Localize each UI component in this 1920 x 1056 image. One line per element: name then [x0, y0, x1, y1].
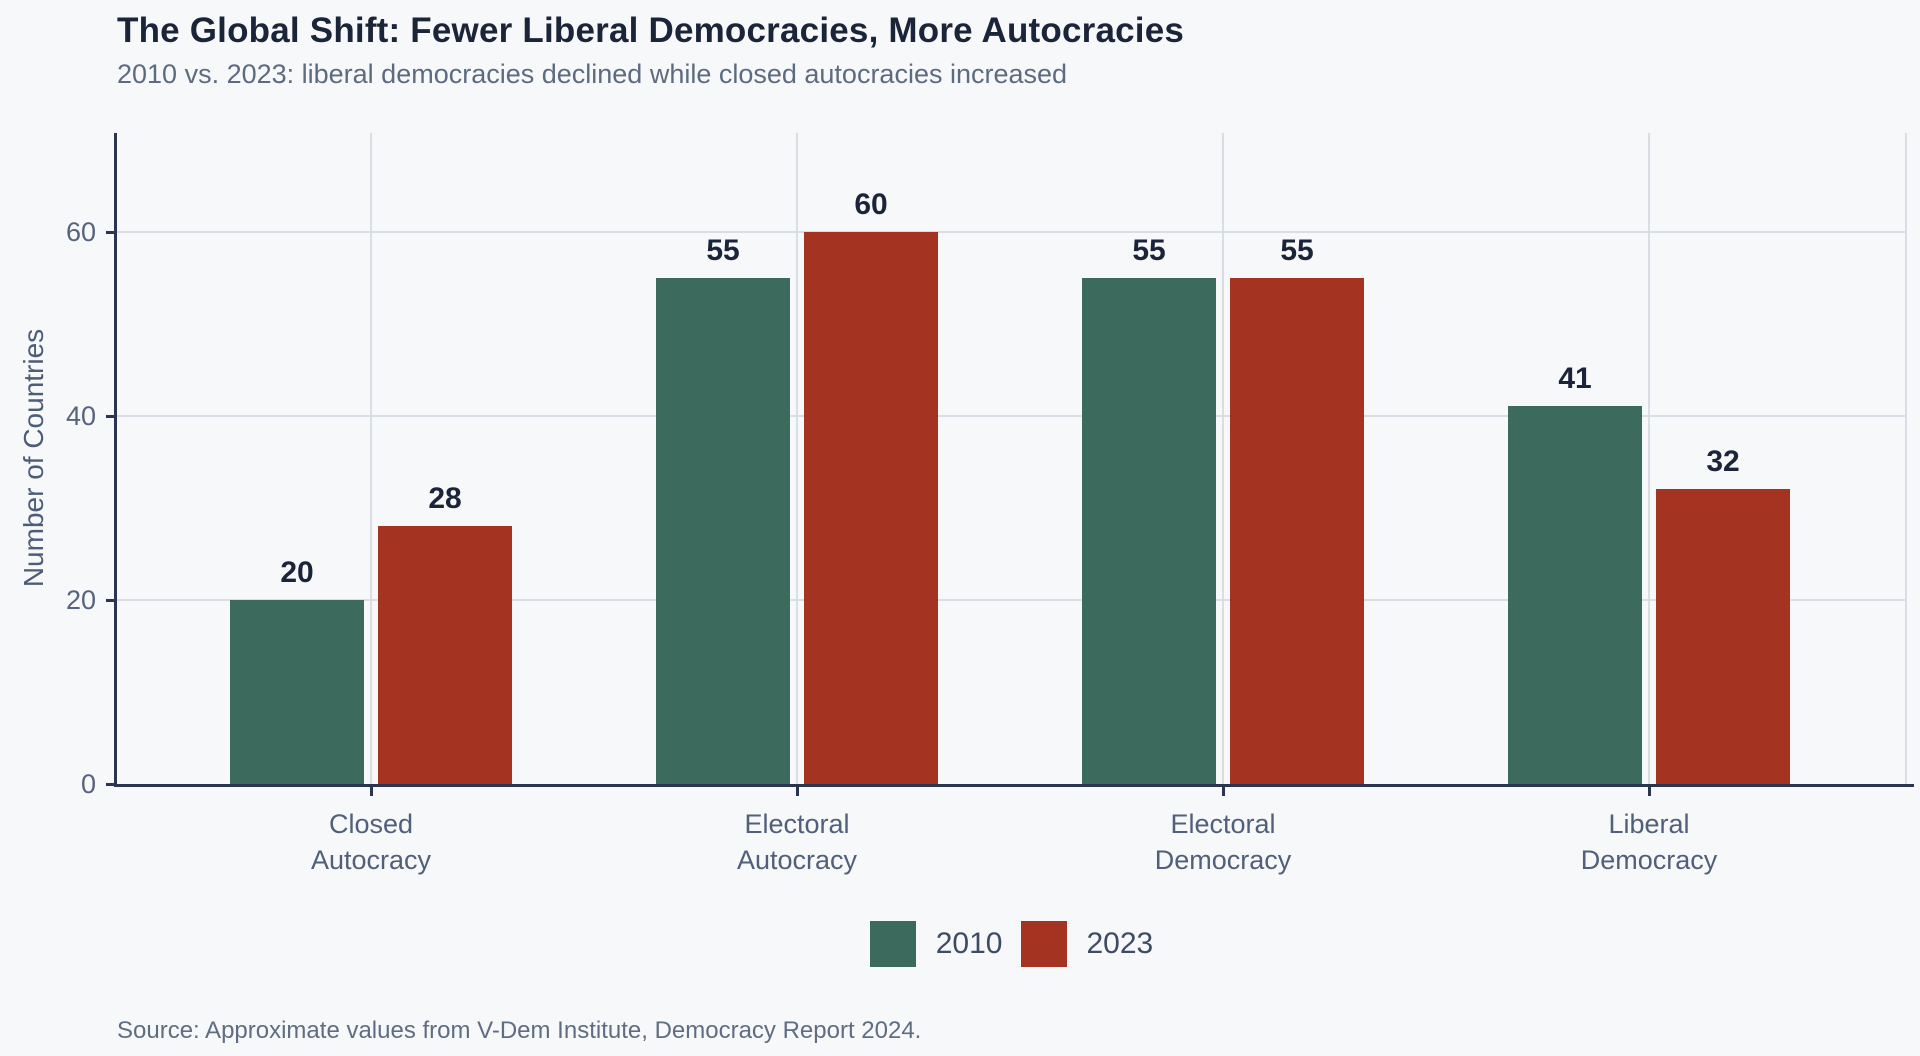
y-tick-label-40: 40	[65, 400, 96, 431]
category-label-electoral-democracy: Electoral Democracy	[1154, 809, 1292, 875]
legend-label-2010: 2010	[935, 927, 1003, 960]
x-axis-line	[114, 784, 1914, 787]
gridline-y-20	[114, 598, 1907, 601]
y-tick-label-0: 0	[80, 769, 96, 799]
bar-2023-electoral-democracy	[1230, 278, 1364, 784]
y-axis-line	[114, 133, 117, 787]
value-label-2010-electoral-democracy: 55	[1132, 234, 1166, 267]
y-tick-mark-40	[106, 414, 115, 418]
bar-2023-liberal-democracy	[1656, 489, 1790, 784]
chart-title: The Global Shift: Fewer Liberal Democrac…	[117, 11, 1185, 50]
y-tick-label-60: 60	[65, 216, 96, 247]
y-tick-mark-60	[106, 230, 115, 234]
gridline-v-closed-autocracy	[370, 133, 372, 784]
value-label-2023-closed-autocracy: 28	[428, 482, 462, 515]
x-tick-mark-electoral-autocracy	[796, 787, 799, 796]
gridline-y-60	[114, 230, 1907, 233]
gridline-v-electoral-democracy	[1222, 133, 1224, 784]
bar-2010-liberal-democracy	[1508, 406, 1642, 784]
value-label-2023-electoral-democracy: 55	[1280, 234, 1314, 267]
bar-2010-electoral-democracy	[1082, 278, 1216, 784]
legend: 2010 2023	[116, 920, 1907, 968]
legend-item-2010: 2010	[869, 921, 1003, 967]
value-label-2010-closed-autocracy: 20	[280, 556, 314, 589]
gridline-y-40	[114, 414, 1907, 417]
bar-2010-electoral-autocracy	[656, 278, 790, 784]
gridline-v-liberal-democracy	[1648, 133, 1650, 784]
category-label-electoral-autocracy: Electoral Autocracy	[736, 809, 858, 875]
x-tick-mark-closed-autocracy	[370, 787, 373, 796]
gridline-v-electoral-autocracy	[796, 133, 798, 784]
legend-swatch-2010	[869, 921, 916, 967]
category-label-liberal-democracy: Liberal Democracy	[1580, 809, 1718, 875]
category-label-closed-autocracy: Closed Autocracy	[310, 809, 432, 875]
legend-label-2023: 2023	[1086, 927, 1154, 960]
value-label-2023-electoral-autocracy: 60	[854, 188, 888, 221]
gridline-v-right	[1905, 133, 1907, 784]
x-tick-mark-electoral-democracy	[1222, 787, 1225, 796]
bar-2023-closed-autocracy	[378, 526, 512, 784]
x-tick-mark-liberal-democracy	[1648, 787, 1651, 796]
value-label-2010-liberal-democracy: 41	[1558, 362, 1592, 395]
bar-2010-closed-autocracy	[230, 600, 364, 784]
y-tick-mark-0	[106, 783, 115, 786]
y-tick-label-20: 20	[65, 584, 96, 615]
source-note: Source: Approximate values from V-Dem In…	[117, 1017, 922, 1044]
legend-swatch-2023	[1020, 921, 1067, 967]
bar-2023-electoral-autocracy	[804, 232, 938, 784]
value-label-2010-electoral-autocracy: 55	[706, 234, 740, 267]
y-tick-mark-20	[106, 598, 115, 602]
value-label-2023-liberal-democracy: 32	[1706, 445, 1740, 478]
chart-subtitle: 2010 vs. 2023: liberal democracies decli…	[117, 59, 1068, 89]
legend-item-2023: 2023	[1020, 921, 1154, 967]
